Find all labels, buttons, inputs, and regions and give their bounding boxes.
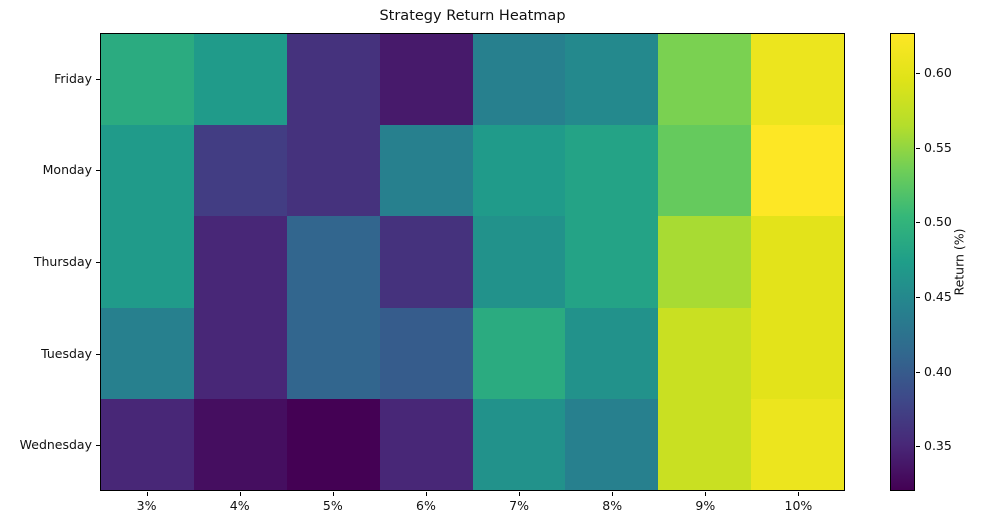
heatmap-cell xyxy=(565,398,659,490)
heatmap-axes xyxy=(100,33,845,491)
y-tick-mark xyxy=(96,354,100,355)
colorbar-tick-mark xyxy=(916,297,920,298)
colorbar-label: Return (%) xyxy=(951,228,967,296)
y-tick-mark xyxy=(96,262,100,263)
heatmap-cell xyxy=(472,398,566,490)
colorbar-tick-mark xyxy=(916,446,920,447)
colorbar xyxy=(890,33,915,491)
heatmap-cell xyxy=(379,125,473,217)
x-tick-label: 9% xyxy=(695,498,716,513)
heatmap-cell xyxy=(193,125,287,217)
colorbar-tick-label: 0.60 xyxy=(924,65,952,81)
x-tick-mark xyxy=(519,492,520,496)
heatmap-cell xyxy=(101,216,194,308)
heatmap-cell xyxy=(751,398,844,490)
heatmap-cell xyxy=(565,125,659,217)
colorbar-tick-label: 0.50 xyxy=(924,214,952,230)
colorbar-tick-mark xyxy=(916,372,920,373)
x-tick-label: 4% xyxy=(229,498,250,513)
y-tick-label: Tuesday xyxy=(41,345,92,361)
heatmap-cell xyxy=(379,398,473,490)
x-tick-label: 10% xyxy=(784,498,813,513)
x-tick-label: 8% xyxy=(602,498,623,513)
heatmap-cell xyxy=(565,307,659,399)
y-tick-label: Friday xyxy=(54,70,92,86)
y-tick-mark xyxy=(96,170,100,171)
heatmap-cell xyxy=(286,125,380,217)
x-tick-mark xyxy=(612,492,613,496)
colorbar-tick-mark xyxy=(916,148,920,149)
heatmap-cell xyxy=(565,216,659,308)
heatmap-cell xyxy=(472,34,566,126)
heatmap-cell xyxy=(193,307,287,399)
x-tick-mark xyxy=(705,492,706,496)
heatmap-cell xyxy=(193,34,287,126)
colorbar-tick-mark xyxy=(916,222,920,223)
x-tick-mark xyxy=(240,492,241,496)
heatmap-cell xyxy=(751,34,844,126)
x-tick-mark xyxy=(426,492,427,496)
y-tick-label: Thursday xyxy=(33,254,92,269)
colorbar-tick-label: 0.55 xyxy=(924,139,952,155)
heatmap-cell xyxy=(101,398,194,490)
colorbar-tick-label: 0.40 xyxy=(924,363,952,379)
x-tick-label: 7% xyxy=(509,498,529,513)
heatmap-cell xyxy=(379,307,473,399)
heatmap-cell xyxy=(472,216,566,308)
heatmap-cell xyxy=(193,216,287,308)
y-tick-label: Wednesday xyxy=(19,437,92,453)
heatmap-cell xyxy=(286,398,380,490)
heatmap-cell xyxy=(286,216,380,308)
x-tick-mark xyxy=(147,492,148,496)
colorbar-gradient xyxy=(891,34,914,490)
colorbar-tick-label: 0.35 xyxy=(924,438,952,454)
x-tick-mark xyxy=(798,492,799,496)
heatmap-cell xyxy=(286,34,380,126)
heatmap-cell xyxy=(658,398,752,490)
colorbar-tick-mark xyxy=(916,73,920,74)
chart-title: Strategy Return Heatmap xyxy=(379,8,566,24)
heatmap-cell xyxy=(565,34,659,126)
x-tick-mark xyxy=(333,492,334,496)
heatmap-cell xyxy=(658,307,752,399)
heatmap-cell xyxy=(751,307,844,399)
heatmap-cell xyxy=(658,216,752,308)
heatmap-cell xyxy=(658,125,752,217)
x-tick-label: 6% xyxy=(416,498,436,513)
heatmap-cell xyxy=(658,34,752,126)
heatmap-cell xyxy=(379,216,473,308)
x-tick-label: 3% xyxy=(136,498,157,513)
colorbar-label-wrap: Return (%) xyxy=(948,33,970,491)
heatmap-cell xyxy=(751,125,844,217)
heatmap-cell xyxy=(751,216,844,308)
colorbar-tick-label: 0.45 xyxy=(924,289,952,305)
heatmap-cell xyxy=(101,34,194,126)
heatmap-cell xyxy=(472,125,566,217)
y-tick-mark xyxy=(96,79,100,80)
y-tick-label: Monday xyxy=(42,162,92,178)
heatmap-cell xyxy=(472,307,566,399)
heatmap-cell xyxy=(193,398,287,490)
y-tick-mark xyxy=(96,445,100,446)
heatmap-cell xyxy=(101,125,194,217)
heatmap-cell xyxy=(286,307,380,399)
heatmap-cell xyxy=(101,307,194,399)
heatmap-cell xyxy=(379,34,473,126)
x-tick-label: 5% xyxy=(322,498,343,513)
